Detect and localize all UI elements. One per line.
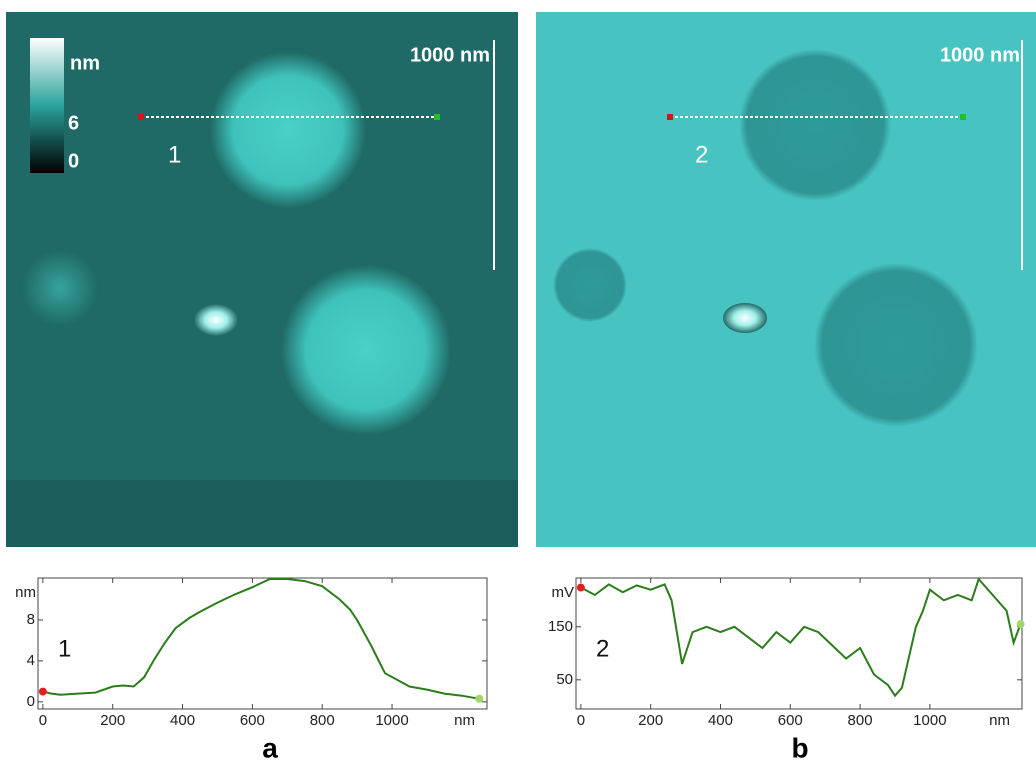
image-b	[536, 12, 1036, 547]
y-tick-label: 8	[27, 611, 35, 628]
panel-label: b	[791, 732, 808, 763]
profile-line	[580, 577, 1022, 698]
colorbar-unit: nm	[70, 52, 100, 74]
annotation: 1	[58, 635, 71, 662]
y-unit: mV	[552, 584, 575, 601]
plot-frame	[575, 577, 1023, 710]
x-tick-label: 0	[577, 712, 585, 729]
start-point	[38, 687, 47, 696]
y-tick-label: 0	[27, 693, 35, 710]
x-tick-label: 600	[240, 712, 265, 729]
scale-bar-label: 1000 nm	[940, 44, 1020, 66]
y-tick-label: 50	[556, 671, 573, 688]
scale-bar-label: 1000 nm	[410, 44, 490, 66]
panel-label: a	[262, 732, 278, 763]
colorbar-tick: 0	[68, 150, 79, 172]
annotation: 2	[596, 635, 609, 662]
end-point	[1016, 620, 1025, 629]
plot-frame	[37, 577, 488, 710]
y-tick-label: 150	[548, 618, 573, 635]
y-tick-label: 4	[27, 652, 35, 669]
x-tick-label: 200	[100, 712, 125, 729]
start-point	[576, 583, 585, 592]
x-unit: nm	[454, 712, 475, 729]
y-unit: nm	[15, 584, 36, 601]
colorbar-tick: 6	[68, 112, 79, 134]
x-tick-label: 600	[778, 712, 803, 729]
line-label: 2	[695, 141, 708, 168]
x-tick-label: 0	[39, 712, 47, 729]
end-point	[475, 694, 484, 703]
profile-line	[42, 578, 480, 700]
x-tick-label: 400	[708, 712, 733, 729]
image-a	[6, 12, 518, 547]
x-tick-label: 200	[638, 712, 663, 729]
x-tick-label: 1000	[913, 712, 946, 729]
line-label: 1	[168, 141, 181, 168]
x-unit: nm	[989, 712, 1010, 729]
x-tick-label: 400	[170, 712, 195, 729]
x-tick-label: 1000	[375, 712, 408, 729]
x-tick-label: 800	[310, 712, 335, 729]
x-tick-label: 800	[848, 712, 873, 729]
